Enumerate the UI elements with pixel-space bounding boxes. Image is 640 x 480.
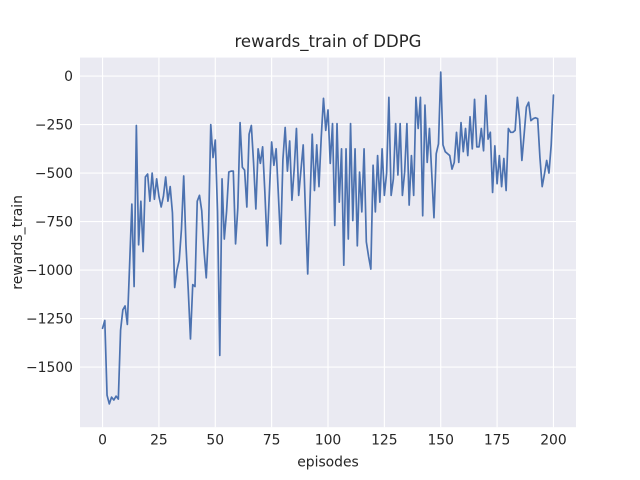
y-axis-label: rewards_train xyxy=(10,195,26,290)
x-tick-label: 25 xyxy=(150,433,168,449)
x-tick-label: 125 xyxy=(371,433,398,449)
x-tick-labels: 0 25 50 75 100 125 150 175 200 xyxy=(98,433,567,449)
y-tick-label: 0 xyxy=(64,69,73,85)
x-tick-label: 75 xyxy=(263,433,281,449)
y-tick-label: −1250 xyxy=(26,312,73,328)
series xyxy=(101,71,555,405)
x-tick-label: 150 xyxy=(427,433,454,449)
x-tick-label: 175 xyxy=(484,433,511,449)
y-tick-label: −500 xyxy=(35,166,73,182)
x-axis-label: episodes xyxy=(297,455,359,471)
y-tick-label: −1500 xyxy=(26,360,73,376)
y-tick-label: −1000 xyxy=(26,263,73,279)
series-line-ddpg xyxy=(101,71,555,405)
y-tick-labels: 0 −250 −500 −750 −1000 −1250 −1500 xyxy=(26,69,73,376)
x-tick-label: 100 xyxy=(315,433,342,449)
x-tick-label: 0 xyxy=(98,433,107,449)
y-tick-label: −750 xyxy=(35,215,73,231)
x-tick-label: 200 xyxy=(540,433,567,449)
chart-title: rewards_train of DDPG xyxy=(235,32,422,52)
x-tick-label: 50 xyxy=(206,433,224,449)
y-tick-label: −250 xyxy=(35,118,73,134)
